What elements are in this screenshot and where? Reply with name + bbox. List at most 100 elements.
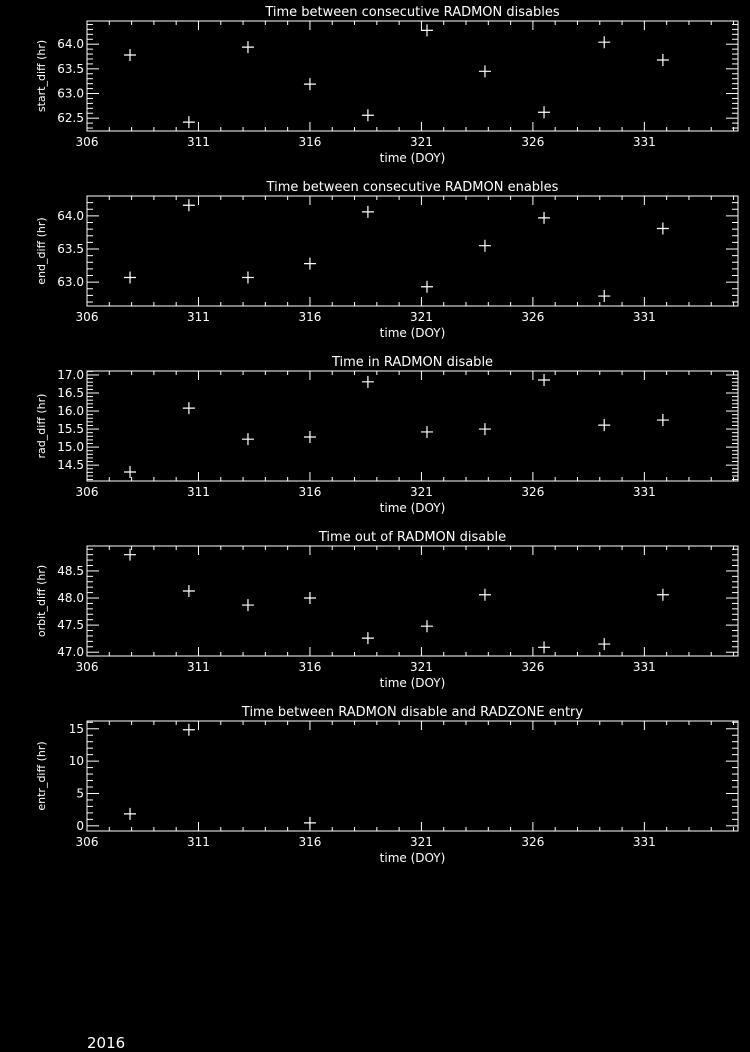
data-point: [478, 588, 491, 601]
y-tick-label: 15.0: [57, 440, 84, 454]
y-tick-label: 16.0: [57, 404, 84, 418]
data-point: [124, 465, 137, 478]
x-axis-label: time (DOY): [380, 501, 446, 515]
x-axis-label: time (DOY): [380, 851, 446, 865]
y-tick-label: 63.5: [57, 242, 84, 256]
data-point: [124, 271, 137, 284]
y-tick-label: 0: [76, 819, 84, 833]
x-tick-label: 321: [410, 835, 433, 849]
y-tick-label: 63.5: [57, 62, 84, 76]
data-point: [182, 116, 195, 129]
x-tick-label: 331: [633, 835, 656, 849]
data-point: [478, 239, 491, 252]
data-point: [656, 414, 669, 427]
data-point: [538, 106, 551, 119]
x-tick-label: 326: [521, 485, 544, 499]
data-point: [656, 588, 669, 601]
x-tick-label: 306: [76, 310, 99, 324]
x-tick-label: 321: [410, 135, 433, 149]
plot-frame: [86, 545, 739, 657]
x-tick-label: 326: [521, 310, 544, 324]
data-point: [303, 592, 316, 605]
data-point: [182, 402, 195, 415]
x-tick-label: 316: [298, 835, 321, 849]
x-tick-label: 331: [633, 310, 656, 324]
data-point: [182, 723, 195, 736]
data-point: [303, 431, 316, 443]
y-tick-label: 16.5: [57, 386, 84, 400]
x-tick-label: 321: [410, 660, 433, 674]
data-point: [241, 41, 254, 54]
panel-4: Time out of RADMON disable time (DOY) orbi…: [35, 530, 739, 690]
y-tick-label: 15: [69, 722, 84, 736]
plot-frame: [86, 195, 739, 307]
y-tick-label: 5: [76, 786, 84, 800]
x-axis-label: time (DOY): [380, 326, 446, 340]
x-tick-label: 316: [298, 485, 321, 499]
y-tick-label: 63.0: [57, 87, 84, 101]
data-point: [538, 211, 551, 224]
data-point: [656, 53, 669, 66]
data-point: [420, 620, 433, 633]
y-tick-label: 62.5: [57, 111, 84, 125]
data-point: [420, 425, 433, 438]
plot-frame: [86, 20, 739, 132]
x-tick-label: 311: [187, 485, 210, 499]
panel-5: Time between RADMON disable and RADZONE …: [35, 705, 739, 865]
x-tick-label: 321: [410, 485, 433, 499]
x-tick-label: 326: [521, 135, 544, 149]
y-tick-label: 15.5: [57, 422, 84, 436]
y-tick-label: 10: [69, 754, 84, 768]
data-point: [656, 222, 669, 235]
data-point: [361, 375, 374, 388]
chart-title: Time in RADMON disable: [331, 355, 493, 370]
x-axis-label: time (DOY): [380, 151, 446, 165]
y-tick-label: 64.0: [57, 37, 84, 51]
data-point: [361, 632, 374, 645]
data-point: [241, 433, 254, 446]
x-tick-label: 316: [298, 310, 321, 324]
data-point: [598, 36, 611, 49]
x-tick-label: 311: [187, 310, 210, 324]
data-point: [124, 807, 137, 820]
y-tick-label: 14.5: [57, 458, 84, 472]
x-tick-label: 306: [76, 835, 99, 849]
y-axis-label: entr_diff (hr): [35, 741, 48, 810]
x-tick-label: 326: [521, 660, 544, 674]
y-axis-label: end_diff (hr): [35, 217, 48, 284]
x-tick-label: 331: [633, 485, 656, 499]
y-tick-label: 17.0: [57, 368, 84, 382]
plot-frame: [86, 370, 739, 482]
data-point: [420, 280, 433, 293]
chart-title: Time between consecutive RADMON enables: [266, 180, 559, 195]
data-point: [241, 271, 254, 284]
x-tick-label: 306: [76, 660, 99, 674]
data-point: [478, 423, 491, 436]
x-tick-label: 326: [521, 835, 544, 849]
x-tick-label: 311: [187, 835, 210, 849]
chart-title: Time between consecutive RADMON disables: [264, 5, 560, 20]
chart-title: Time out of RADMON disable: [318, 530, 506, 545]
data-point: [361, 205, 374, 218]
data-point: [182, 199, 195, 212]
data-point: [303, 78, 316, 91]
y-tick-label: 48.0: [57, 591, 84, 605]
data-point: [538, 641, 551, 654]
y-axis-label: orbit_diff (hr): [35, 565, 48, 637]
x-tick-label: 311: [187, 135, 210, 149]
data-point: [124, 548, 137, 561]
x-tick-label: 316: [298, 135, 321, 149]
data-point: [361, 109, 374, 122]
x-tick-label: 306: [76, 485, 99, 499]
data-point: [182, 584, 195, 597]
panel-3: Time in RADMON disable time (DOY) rad_diff…: [35, 355, 739, 515]
data-point: [538, 374, 551, 387]
data-point: [598, 419, 611, 432]
y-axis-label: start_diff (hr): [35, 40, 48, 112]
x-tick-label: 311: [187, 660, 210, 674]
x-tick-label: 331: [633, 135, 656, 149]
year-label: 2016: [87, 1034, 126, 1052]
x-tick-label: 331: [633, 660, 656, 674]
x-axis-label: time (DOY): [380, 676, 446, 690]
